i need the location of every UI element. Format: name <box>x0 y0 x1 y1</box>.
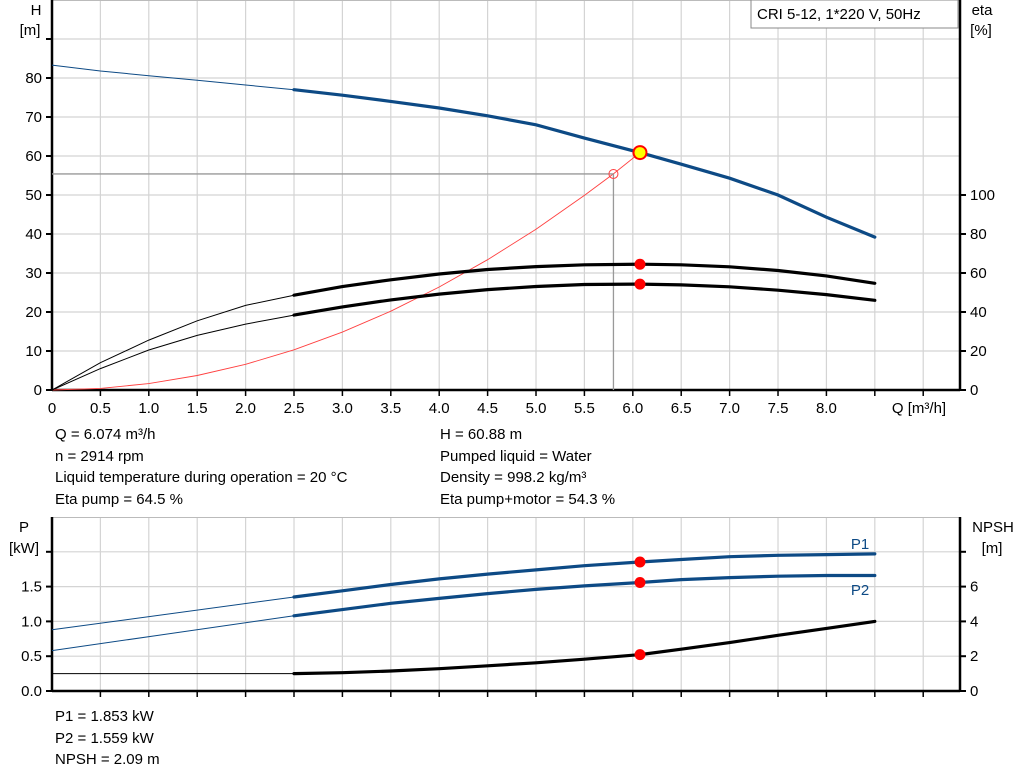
p-tick-label: 1.0 <box>21 613 42 630</box>
operating-marker-p <box>634 576 646 588</box>
h-tick-label: 20 <box>25 304 42 321</box>
p2-curve <box>292 573 877 618</box>
x-tick-label: 2.5 <box>284 400 305 417</box>
h-axis-label: H <box>31 2 42 19</box>
x-tick-label: 7.5 <box>768 400 789 417</box>
p2-series-label: P2 <box>851 582 869 599</box>
h-tick-label: 0 <box>34 382 42 399</box>
info-h: H = 60.88 m <box>440 426 522 443</box>
pump-title: CRI 5-12, 1*220 V, 50Hz <box>757 6 921 23</box>
x-tick-label: 0 <box>48 400 56 417</box>
h-axis-unit: [m] <box>20 22 41 39</box>
x-tick-label: 5.0 <box>526 400 547 417</box>
bottom-chart-grid: 0.0 0.5 1.0 1.5 0 2 4 6 <box>21 517 978 700</box>
info-eta-pump-motor: Eta pump+motor = 54.3 % <box>440 491 615 508</box>
npsh-tick-label: 2 <box>970 648 978 665</box>
npsh-tick-label: 4 <box>970 613 978 630</box>
info-n: n = 2914 rpm <box>55 448 144 465</box>
p1-series-label: P1 <box>851 536 869 553</box>
h-tick-label: 30 <box>25 265 42 282</box>
eta-axis-unit: [%] <box>970 22 992 39</box>
x-tick-label: 4.5 <box>477 400 498 417</box>
pump-head-curve-extrapolated <box>51 64 295 91</box>
eta-tick-label: 0 <box>970 382 978 399</box>
npsh-curve <box>292 619 877 676</box>
eta-tick-label: 20 <box>970 343 987 360</box>
x-tick-label: 2.0 <box>235 400 256 417</box>
info-liquid-temp: Liquid temperature during operation = 20… <box>55 469 348 486</box>
requested-duty-point <box>608 168 619 179</box>
top-chart-grid: 0 0.5 1.0 1.5 2.0 2.5 3.0 3.5 4.0 4.5 5.0 5.5 6.0 6.5… <box>25 0 995 417</box>
x-tick-label: 4.0 <box>429 400 450 417</box>
h-tick-label: 40 <box>25 226 42 243</box>
x-tick-label: 6.5 <box>671 400 692 417</box>
x-tick-label: 7.0 <box>719 400 740 417</box>
operating-point <box>632 145 648 161</box>
eta-tick-label: 100 <box>970 187 995 204</box>
npsh-tick-label: 6 <box>970 579 978 596</box>
h-tick-label: 80 <box>25 70 42 87</box>
x-tick-label: 1.0 <box>138 400 159 417</box>
x-tick-label: 3.5 <box>380 400 401 417</box>
x-tick-label: 1.5 <box>187 400 208 417</box>
q-axis-label: Q [m³/h] <box>892 400 946 417</box>
chart-marks <box>51 64 877 676</box>
eta-pump-motor-curve-extrapolated <box>51 314 295 391</box>
npsh-axis-label: NPSH <box>972 519 1014 536</box>
info-pumped-liquid: Pumped liquid = Water <box>440 448 592 465</box>
operating-marker-eta <box>634 258 646 270</box>
pump-head-curve <box>292 88 877 239</box>
operating-marker-p <box>634 556 646 568</box>
p-tick-label: 1.5 <box>21 579 42 596</box>
info-p1: P1 = 1.853 kW <box>55 708 155 725</box>
eta-pump-curve-extrapolated <box>51 294 295 391</box>
x-tick-label: 8.0 <box>816 400 837 417</box>
info-density: Density = 998.2 kg/m³ <box>440 469 586 486</box>
p-axis-label: P <box>19 519 29 536</box>
h-tick-label: 60 <box>25 148 42 165</box>
x-tick-label: 6.0 <box>622 400 643 417</box>
info-q: Q = 6.074 m³/h <box>55 426 155 443</box>
eta-pump-curve <box>292 262 877 297</box>
x-tick-label: 3.0 <box>332 400 353 417</box>
h-tick-label: 50 <box>25 187 42 204</box>
pump-title-box <box>750 0 959 29</box>
operating-marker-eta <box>634 278 646 290</box>
info-npsh: NPSH = 2.09 m <box>55 751 160 768</box>
npsh-axis-unit: [m] <box>982 540 1003 557</box>
operating-marker-npsh <box>634 649 646 661</box>
system-curve <box>51 152 641 391</box>
p1-curve <box>292 552 877 599</box>
p-tick-label: 0.0 <box>21 683 42 700</box>
eta-pump-motor-curve <box>292 282 877 317</box>
info-eta-pump: Eta pump = 64.5 % <box>55 491 183 508</box>
x-tick-label: 5.5 <box>574 400 595 417</box>
h-tick-label: 70 <box>25 109 42 126</box>
eta-tick-label: 40 <box>970 304 987 321</box>
eta-tick-label: 80 <box>970 226 987 243</box>
h-tick-label: 10 <box>25 343 42 360</box>
eta-axis-label: eta <box>972 2 994 19</box>
p-tick-label: 0.5 <box>21 648 42 665</box>
npsh-tick-label: 0 <box>970 683 978 700</box>
p2-curve-extrapolated <box>51 615 295 652</box>
x-tick-label: 0.5 <box>90 400 111 417</box>
eta-tick-label: 60 <box>970 265 987 282</box>
info-p2: P2 = 1.559 kW <box>55 730 155 747</box>
p-axis-unit: [kW] <box>9 540 39 557</box>
p1-curve-extrapolated <box>51 596 295 631</box>
